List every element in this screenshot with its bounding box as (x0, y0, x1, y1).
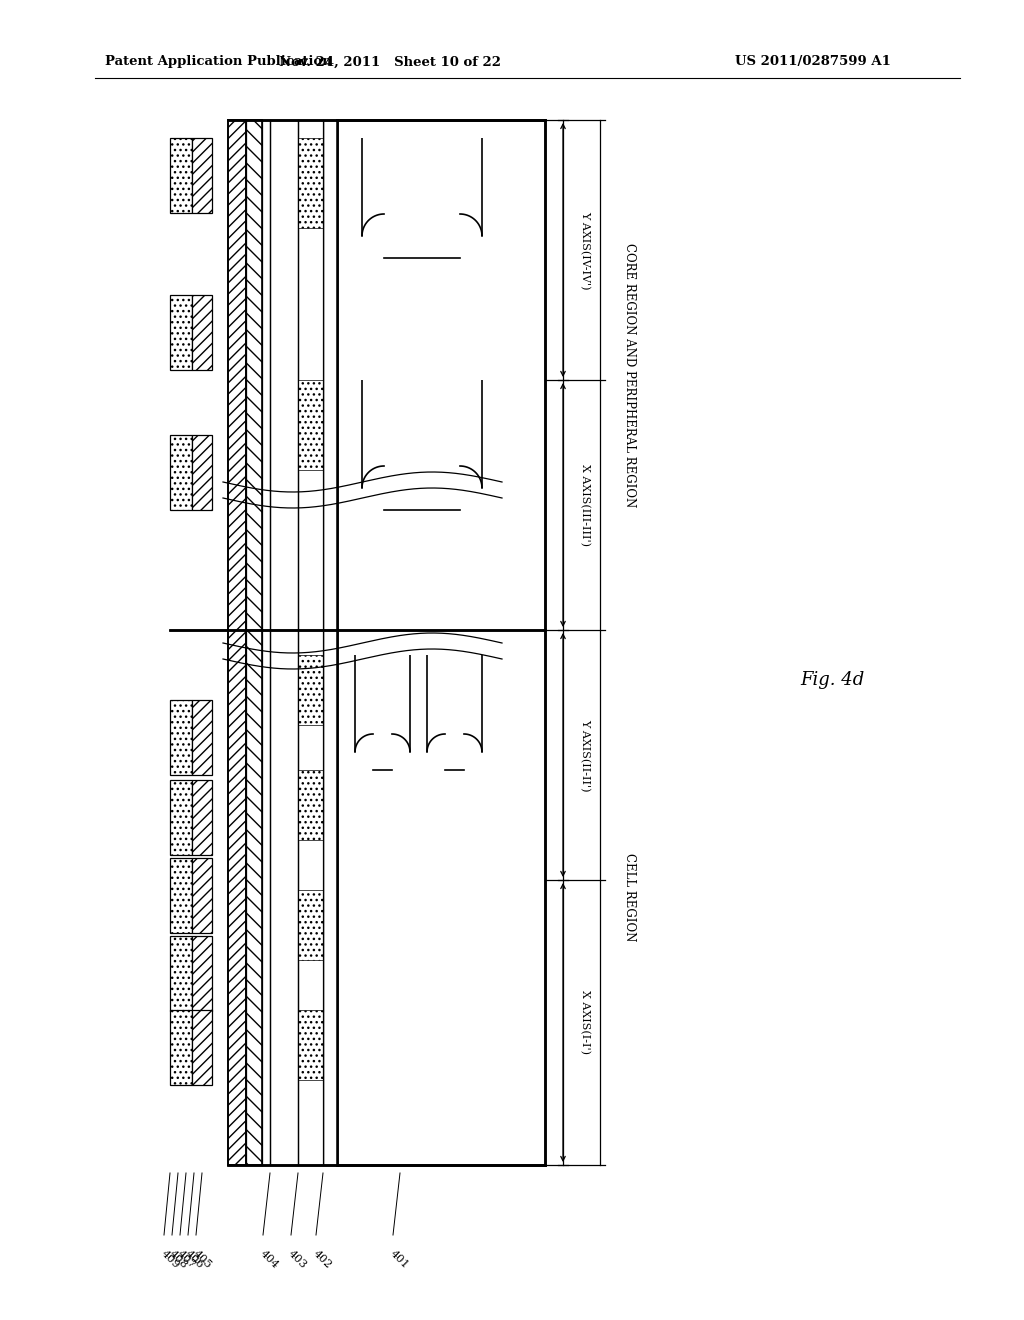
Bar (170, 294, 193, 370)
Text: 405: 405 (191, 1247, 213, 1270)
Bar (362, 139, 482, 257)
Bar (298, 1010, 323, 1080)
Bar (298, 890, 323, 960)
Bar (170, 858, 193, 933)
Text: Y AXIS(IV-IV'): Y AXIS(IV-IV') (580, 211, 590, 289)
Text: CORE REGION AND PERIPHERAL REGION: CORE REGION AND PERIPHERAL REGION (624, 243, 637, 507)
Text: Fig. 4d: Fig. 4d (800, 671, 864, 689)
Bar (193, 780, 212, 855)
Bar (170, 1010, 193, 1085)
Text: 409: 409 (159, 1247, 181, 1270)
Text: X AXIS(I-I'): X AXIS(I-I') (580, 990, 590, 1055)
Text: X AXIS(III-III'): X AXIS(III-III') (580, 465, 590, 546)
Bar (228, 120, 246, 1166)
Bar (193, 700, 212, 775)
Bar (193, 1010, 212, 1085)
Text: Y AXIS(II-II'): Y AXIS(II-II') (580, 719, 590, 791)
Text: 403: 403 (286, 1247, 308, 1270)
Bar (170, 780, 193, 855)
Text: US 2011/0287599 A1: US 2011/0287599 A1 (735, 55, 891, 69)
Bar (246, 120, 262, 1166)
Text: 401: 401 (388, 1247, 411, 1270)
Bar (362, 380, 482, 510)
Bar (193, 936, 212, 1011)
Bar (193, 139, 212, 213)
Bar (170, 700, 193, 775)
Text: 406: 406 (183, 1247, 205, 1270)
Text: 408: 408 (167, 1247, 189, 1270)
Text: Patent Application Publication: Patent Application Publication (105, 55, 332, 69)
Text: 402: 402 (311, 1247, 333, 1270)
Bar (298, 770, 323, 840)
Bar (170, 436, 193, 510)
Bar (298, 120, 323, 1166)
Bar (270, 120, 298, 1166)
Text: CELL REGION: CELL REGION (624, 853, 637, 941)
Bar (298, 139, 323, 228)
Bar (323, 120, 337, 1166)
Bar (193, 294, 212, 370)
Bar (193, 436, 212, 510)
Bar (298, 380, 323, 470)
Text: Nov. 24, 2011   Sheet 10 of 22: Nov. 24, 2011 Sheet 10 of 22 (279, 55, 501, 69)
Bar (298, 655, 323, 725)
Text: 404: 404 (258, 1247, 281, 1270)
Text: 407: 407 (175, 1247, 197, 1270)
Bar (298, 120, 323, 1166)
Bar (355, 655, 410, 770)
Bar (193, 858, 212, 933)
Bar (170, 139, 193, 213)
Bar (170, 936, 193, 1011)
Bar (427, 655, 482, 770)
Bar (337, 120, 545, 1166)
